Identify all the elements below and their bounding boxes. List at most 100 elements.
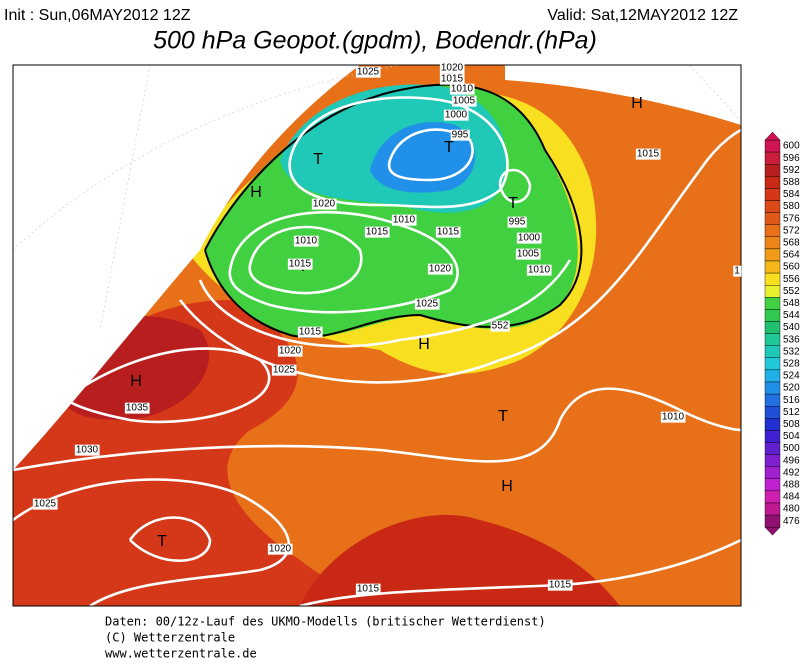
- pressure-center: T: [498, 408, 508, 425]
- colorbar-label: 572: [783, 225, 800, 236]
- colorbar-swatch: [764, 200, 781, 213]
- isobar-label-bg: [547, 579, 573, 591]
- isobar-label: 1020: [269, 544, 292, 555]
- colorbar-label: 512: [783, 407, 800, 418]
- colorbar-swatch: [764, 478, 781, 492]
- footer-line: (C) Wetterzentrale: [105, 631, 235, 645]
- footer-line: Daten: 00/12z-Lauf des UKMO-Modells (bri…: [105, 615, 546, 629]
- isobar-label-bg: [635, 148, 661, 160]
- colorbar-swatch: [764, 381, 781, 395]
- isobar-label-bg: [267, 543, 293, 555]
- isobar-label: 1015: [549, 580, 572, 591]
- isobar-label: 552: [492, 321, 509, 332]
- colorbar-swatch: [764, 514, 781, 528]
- colorbar-label: 596: [783, 153, 800, 164]
- colorbar-swatch: [764, 236, 781, 250]
- colorbar-swatch: [764, 442, 781, 455]
- isobar-label: 995: [509, 217, 526, 228]
- colorbar-swatch: [764, 163, 781, 177]
- pressure-center: H: [418, 336, 430, 353]
- colorbar-swatch: [764, 502, 781, 516]
- colorbar-label: 496: [783, 455, 800, 466]
- colorbar-label: 588: [783, 177, 800, 188]
- colorbar-label: 528: [783, 358, 800, 369]
- colorbar-label: 540: [783, 322, 800, 333]
- pressure-center: T: [444, 139, 454, 156]
- colorbar-swatch: [764, 406, 781, 419]
- outside-domain: [505, 65, 741, 125]
- isobar-label: 1020: [279, 346, 302, 357]
- colorbar-swatch: [764, 212, 781, 225]
- colorbar-label: 556: [783, 274, 800, 285]
- map-title: 500 hPa Geopot.(gpdm), Bodendr.(hPa): [153, 27, 597, 55]
- colorbar-label: 492: [783, 467, 800, 478]
- isobar-label: 1010: [662, 412, 685, 423]
- map-frame: [12, 64, 742, 607]
- isobar-label: 1015: [637, 149, 660, 160]
- isobar-label-bg: [490, 320, 510, 332]
- isobar-label-bg: [451, 95, 477, 107]
- colorbar-swatch: [764, 345, 781, 359]
- colorbar-swatch: [764, 272, 781, 286]
- isobar-label: 1: [734, 266, 740, 277]
- isobar-label-bg: [449, 83, 475, 95]
- pressure-center: H: [631, 95, 643, 112]
- colorbar-label: 500: [783, 443, 800, 454]
- isobar-label-bg: [507, 216, 527, 228]
- colorbar-swatch: [764, 285, 781, 298]
- colorbar-swatch: [764, 224, 781, 237]
- footer-line: www.wetterzentrale.de: [105, 647, 257, 661]
- colorbar-label: 476: [783, 516, 800, 527]
- isobar-label: 1015: [289, 259, 312, 270]
- colorbar-swatch: [764, 139, 781, 153]
- colorbar-label: 592: [783, 165, 800, 176]
- isobar-label: 1015: [299, 327, 322, 338]
- colorbar-swatch: [764, 369, 781, 383]
- isobar-label-bg: [32, 498, 58, 510]
- isobar-label: 1005: [453, 96, 476, 107]
- colorbar-swatch: [764, 297, 781, 310]
- isobar-label-bg: [660, 411, 686, 423]
- pressure-center: H: [250, 184, 262, 201]
- isobar-label: 1010: [528, 265, 551, 276]
- colorbar-label: 548: [783, 298, 800, 309]
- isobar-label: 1015: [441, 74, 464, 85]
- isobar-label: 1030: [76, 445, 99, 456]
- isobar-label: 1020: [313, 199, 336, 210]
- isobar-label-bg: [439, 73, 465, 85]
- colorbar-swatch: [764, 188, 781, 201]
- colorbar-swatch: [764, 248, 781, 262]
- isobar-label-bg: [297, 326, 323, 338]
- colorbar-label: 536: [783, 334, 800, 345]
- isobar-label-bg: [287, 258, 313, 270]
- colorbar-swatch: [764, 490, 781, 504]
- colorbar-label: 544: [783, 310, 800, 321]
- colorbar-label: 532: [783, 346, 800, 357]
- colorbar-label: 564: [783, 250, 800, 261]
- isobar-label: 1010: [295, 236, 318, 247]
- outside-domain: [13, 65, 360, 470]
- colorbar-label: 576: [783, 213, 800, 224]
- init-time: Init : Sun,06MAY2012 12Z: [4, 7, 191, 24]
- colorbar-label: 508: [783, 419, 800, 430]
- pressure-center: T: [508, 195, 518, 212]
- isobar-label-bg: [427, 263, 453, 275]
- isobar-label-bg: [439, 62, 465, 74]
- isobar-label: 1020: [429, 264, 452, 275]
- colorbar-swatch: [764, 176, 781, 189]
- colorbar-swatch: [764, 430, 781, 443]
- colorbar-cap: [764, 527, 781, 536]
- colorbar-cap: [764, 131, 781, 141]
- isobar-label-bg: [311, 198, 337, 210]
- isobar-label: 1000: [445, 110, 468, 121]
- isobar-label-bg: [515, 248, 541, 260]
- isobar-label: 1020: [441, 63, 464, 74]
- isobar-label: 1025: [34, 499, 57, 510]
- colorbar-swatch: [764, 260, 781, 274]
- isobar-label: 1000: [518, 233, 541, 244]
- isobar-label: 1015: [366, 227, 389, 238]
- isobar-label: 995: [452, 130, 469, 141]
- pressure-center: T: [157, 533, 167, 550]
- colorbar-swatch: [764, 309, 781, 322]
- pressure-center: H: [130, 373, 142, 390]
